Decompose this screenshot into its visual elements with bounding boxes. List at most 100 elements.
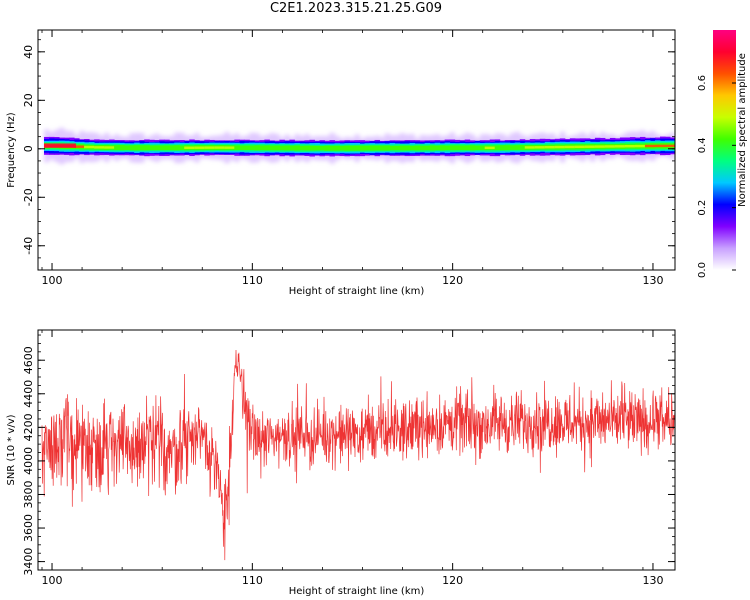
spectrogram-cell (459, 145, 466, 151)
snr-line (41, 349, 675, 561)
top-x-tick-label: 130 (642, 274, 663, 287)
spectrogram-cell (329, 145, 335, 151)
spectrogram-cell (469, 145, 476, 151)
spectrogram-hot-cell (94, 146, 105, 149)
spectrogram-cell (304, 145, 310, 151)
spectrogram-cell (324, 145, 330, 151)
spectrogram-cell (359, 145, 366, 151)
spectrogram-hot-cell (604, 145, 615, 148)
snr-series (41, 349, 675, 561)
bottom-x-tick-label: 130 (642, 574, 663, 587)
top-y-tick-label: 0 (22, 145, 35, 152)
spectrogram-hot-cell (214, 146, 225, 149)
spectrogram-cell (384, 145, 391, 151)
colorbar-tick-label: 0.6 (697, 75, 708, 91)
spectrogram-cell (294, 145, 300, 151)
spectrogram-hot-cell (104, 146, 115, 149)
spectrogram-hot-cell (194, 146, 205, 149)
spectrogram-cell (399, 145, 406, 151)
spectrogram-hot-cell (634, 144, 645, 148)
spectrogram-cell (179, 145, 185, 151)
spectrogram-cell (274, 145, 280, 151)
spectrogram-cell (509, 145, 516, 150)
spectrogram-cell (314, 145, 320, 151)
spectrogram-cell (279, 145, 285, 151)
spectrogram-cell (169, 145, 175, 151)
spectrogram-cell (449, 145, 456, 151)
spectrogram-cell (404, 145, 411, 151)
top-y-tick-label: -40 (22, 237, 35, 255)
figure-title: C2E1.2023.315.21.25.G09 (269, 1, 443, 16)
colorbar-gradient (713, 30, 736, 270)
bottom-y-axis-label: SNR (10 * v/v) (6, 414, 17, 485)
top-x-tick-label: 110 (242, 274, 263, 287)
spectrogram-hot-cell (484, 146, 495, 150)
spectrogram-cell (239, 145, 245, 151)
spectrogram-hot-cell (644, 144, 655, 148)
bottom-y-tick-label: 4400 (22, 380, 35, 408)
spectrogram-cell (504, 145, 511, 151)
spectrogram-cell (119, 145, 125, 151)
spectrogram-hot-cell (584, 145, 595, 148)
spectrogram-cell (519, 145, 526, 150)
spectrogram-cell (389, 145, 396, 151)
top-frame (37, 29, 676, 271)
spectrogram-cell (369, 145, 376, 151)
spectrogram-hot-cell (544, 145, 555, 149)
spectrogram-hot-cell (564, 145, 575, 149)
spectrogram-hot-cell (84, 145, 95, 149)
colorbar: 0.0 0.2 0.4 0.6 Normalized spectral amplitud… (697, 30, 748, 278)
top-y-axis-label: Frequency (Hz) (6, 112, 17, 188)
spectrogram-cell (464, 145, 471, 151)
spectrogram-hot-cell (594, 145, 605, 148)
colorbar-tick-label: 0.4 (697, 137, 708, 153)
spectrogram-hot-cell (524, 146, 535, 149)
spectrogram-cell (259, 145, 265, 151)
spectrogram-panel: 100 110 120 130 40 20 0 -20 -40 Height of straigh… (6, 29, 676, 297)
spectrogram-cell (114, 145, 120, 151)
spectrogram-cell (334, 145, 340, 151)
spectrogram-cell (339, 145, 345, 151)
spectrogram-cell (289, 145, 295, 151)
spectrogram-cell (374, 145, 381, 151)
spectrogram-cell (429, 145, 436, 151)
top-x-axis-label: Height of straight line (km) (289, 286, 425, 297)
spectrogram-band (44, 127, 675, 165)
spectrogram-cell (409, 145, 416, 151)
bottom-x-tick-label: 120 (442, 574, 463, 587)
spectrogram-cell (424, 145, 431, 151)
spectrogram-cell (264, 145, 270, 151)
top-y-tick-label: 40 (22, 45, 35, 59)
spectrogram-cell (299, 145, 305, 151)
spectrogram-hot-cell (184, 146, 195, 149)
spectrogram-cell (514, 145, 521, 150)
spectrogram-hot-cell (74, 145, 85, 148)
bottom-y-tick-label: 3600 (22, 514, 35, 542)
spectrogram-cell (349, 145, 355, 151)
bottom-y-tick-label: 3400 (22, 548, 35, 576)
spectrogram-hot-cell (654, 144, 665, 148)
spectrogram-cell (379, 145, 386, 151)
bottom-y-tick-label: 3800 (22, 480, 35, 508)
spectrogram-cell (129, 145, 135, 151)
spectrogram-hot-cell (204, 146, 215, 149)
spectrogram-cell (364, 145, 371, 151)
spectrogram-cell (134, 145, 140, 151)
colorbar-label: Normalized spectral amplitude (737, 53, 748, 207)
spectrogram-cell (414, 145, 421, 151)
top-y-tick-label: -20 (22, 188, 35, 206)
bottom-y-tick-label: 4200 (22, 413, 35, 441)
spectrogram-cell (174, 145, 180, 151)
spectrogram-cell (479, 145, 486, 151)
spectrogram-cell (149, 145, 155, 151)
bottom-frame (37, 329, 676, 571)
spectrogram-cell (344, 145, 350, 151)
spectrogram-cell (474, 145, 481, 151)
snr-panel: 100 110 120 130 3400 3600 3800 4000 4200 4400 4600… (6, 329, 676, 597)
spectrogram-cell (244, 145, 250, 151)
spectrogram-cell (439, 145, 446, 151)
top-x-tick-label: 100 (42, 274, 63, 287)
top-x-tick-label: 120 (442, 274, 463, 287)
spectrogram-cell (434, 145, 441, 151)
